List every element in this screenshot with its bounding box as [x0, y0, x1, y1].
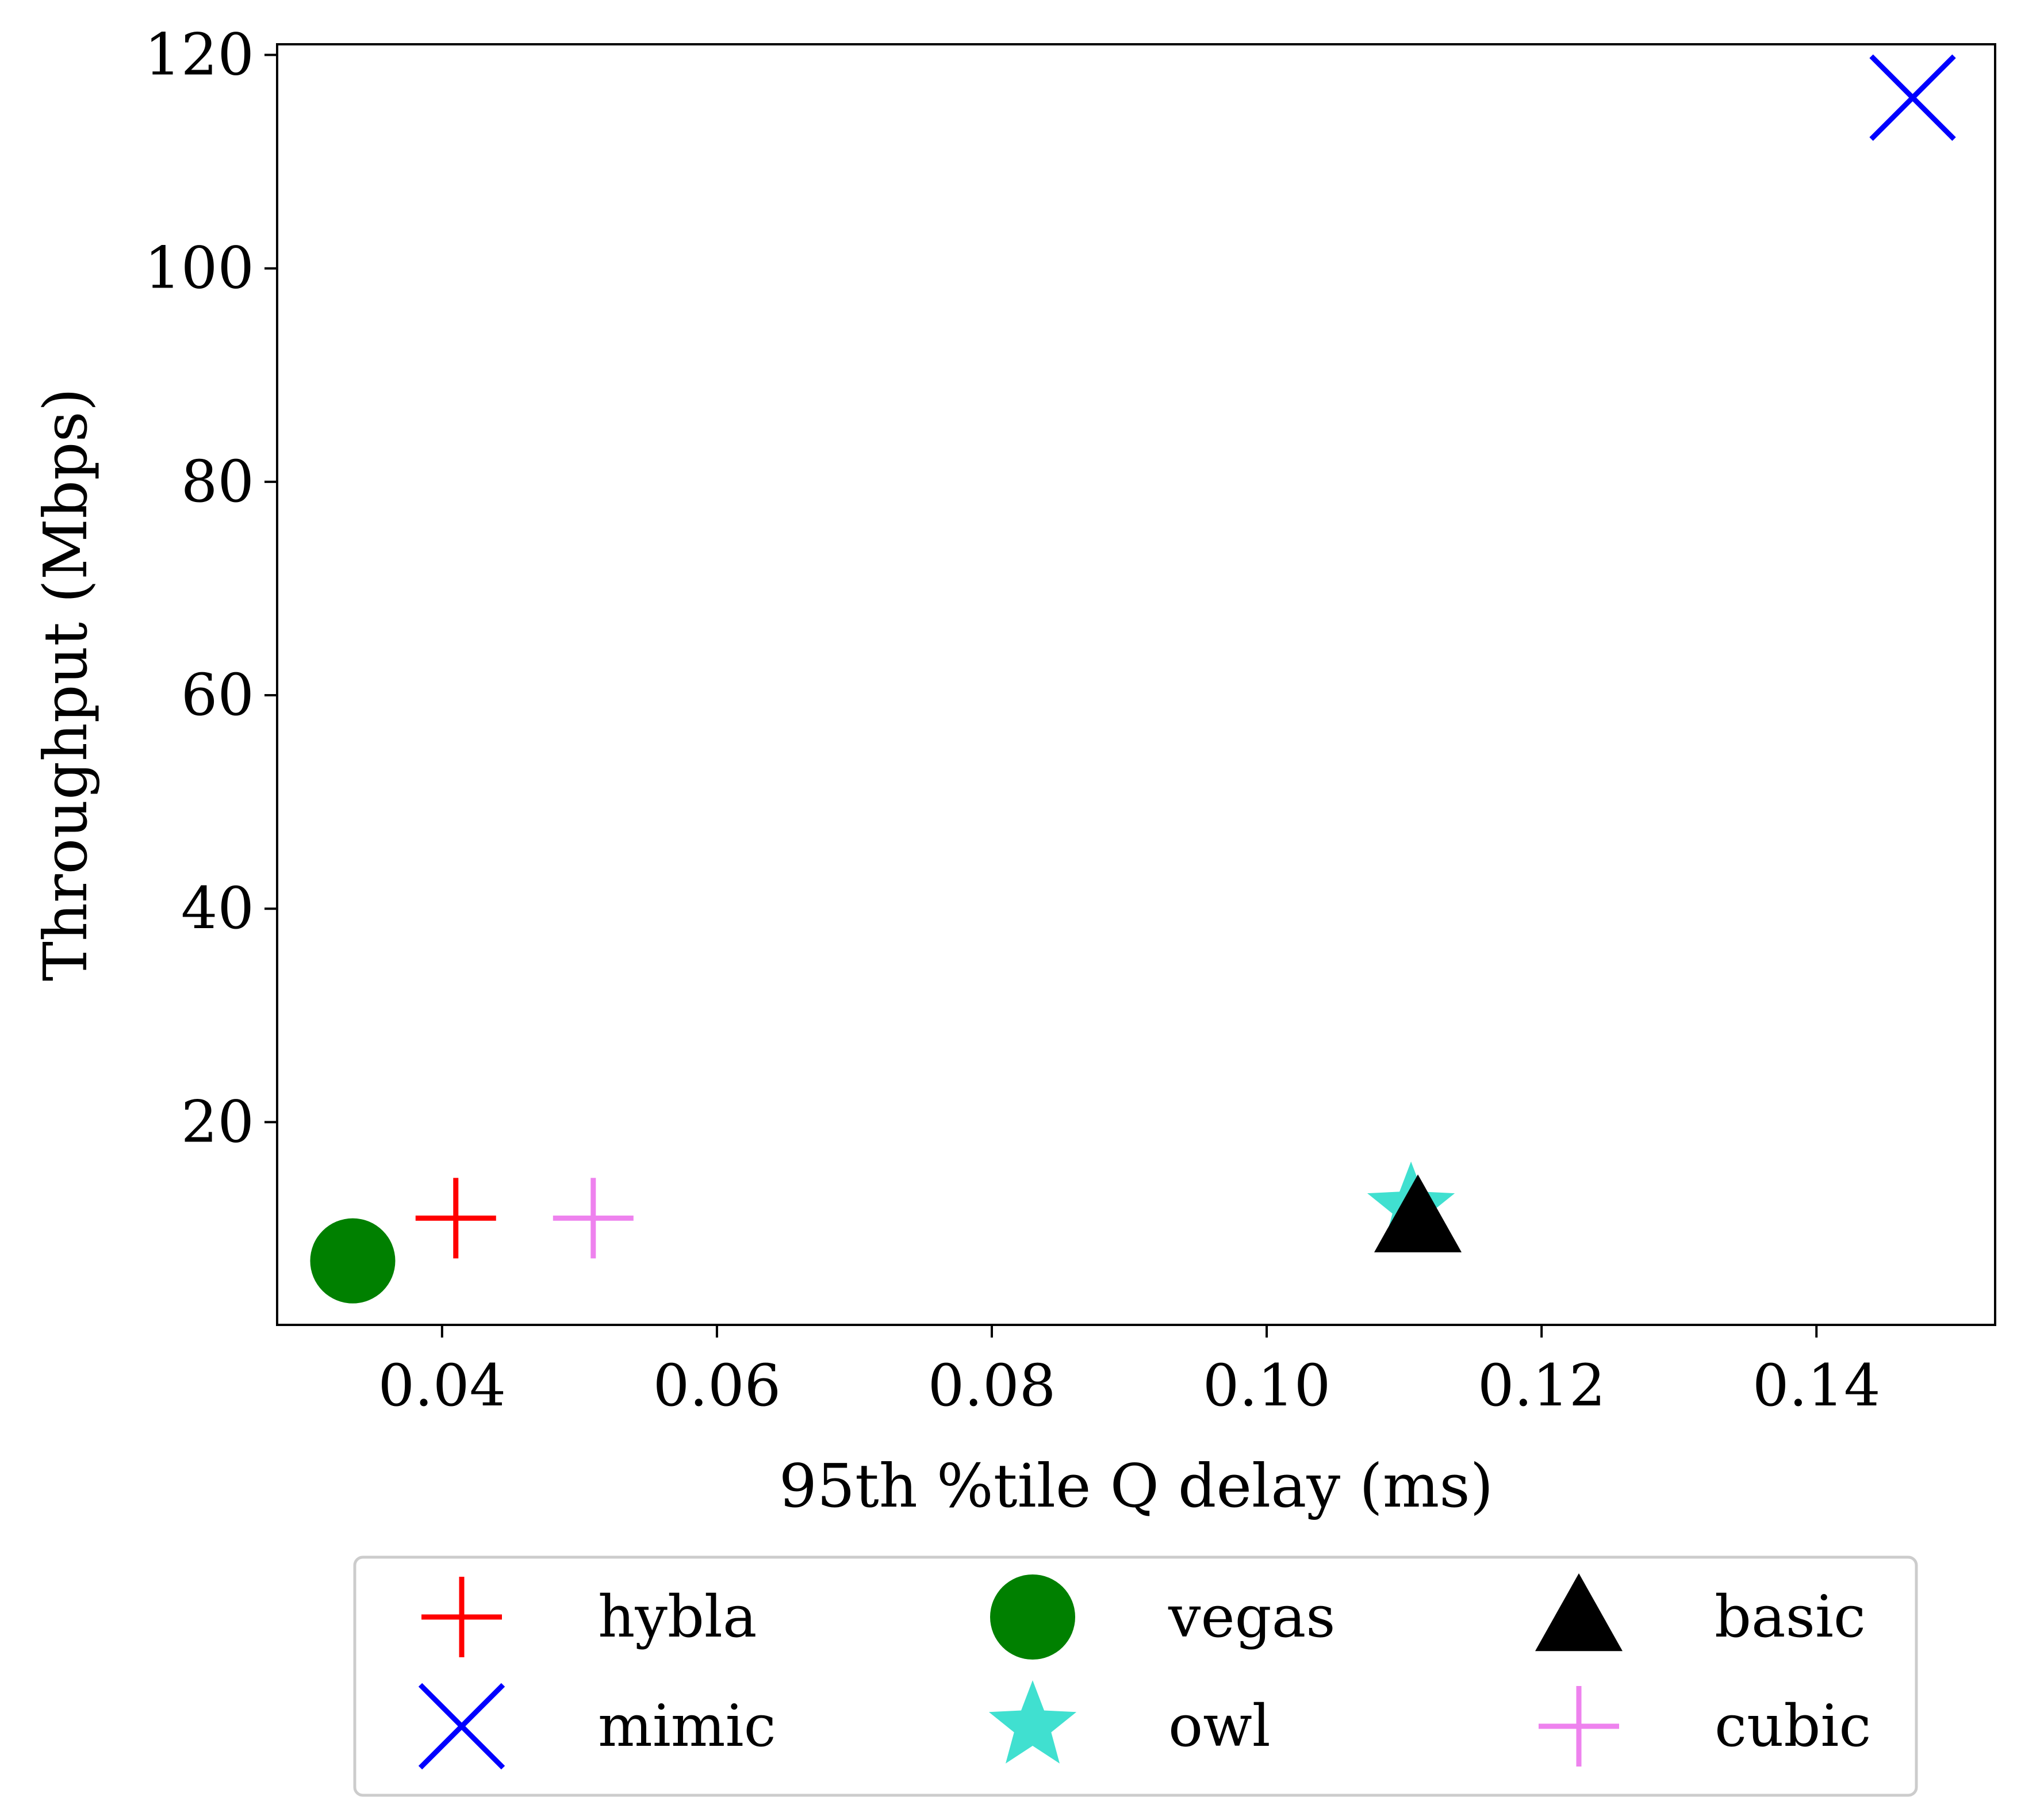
x-tick-label: 0.10 [1203, 1352, 1331, 1419]
legend-label-mimic: mimic [598, 1692, 776, 1760]
legend-entry-cubic: cubic [1539, 1686, 1871, 1767]
legend-entry-vegas: vegas [990, 1574, 1336, 1660]
data-points [310, 54, 1956, 1304]
point-basic-shape [1374, 1174, 1462, 1252]
legend-glyph-vegas [990, 1574, 1075, 1660]
x-axis: 0.04 0.06 0.08 0.10 0.12 0.14 [378, 1325, 1881, 1419]
legend-glyph-cubic [1539, 1686, 1619, 1767]
y-axis-label: Throughput (Mbps) [30, 388, 101, 982]
legend-label-vegas: vegas [1168, 1583, 1336, 1650]
point-mimic-d2 [1869, 54, 1956, 141]
x-tick-label: 0.14 [1752, 1352, 1881, 1419]
y-tick-label: 80 [181, 448, 254, 515]
y-tick-label: 120 [144, 21, 254, 89]
plot-area-frame [276, 43, 1996, 1326]
legend-marker-hybla [421, 1577, 502, 1657]
legend-entry-owl: owl [988, 1680, 1271, 1764]
legend-glyph-vegas-shape [990, 1574, 1075, 1660]
legend-marker-vegas [990, 1574, 1075, 1660]
legend-marker-cubic [1539, 1686, 1619, 1767]
point-vegas [310, 1218, 396, 1304]
legend-label-cubic: cubic [1715, 1692, 1871, 1760]
legend-marker-basic [1535, 1573, 1623, 1652]
legend-label-basic: basic [1715, 1583, 1866, 1650]
legend-glyph-owl [988, 1680, 1077, 1764]
legend-glyph-basic-shape [1535, 1573, 1623, 1652]
legend-entry-hybla: hybla [421, 1577, 757, 1657]
legend-entry-mimic: mimic [418, 1683, 776, 1770]
legend-label-owl: owl [1168, 1692, 1271, 1760]
y-tick-label: 100 [144, 235, 254, 302]
y-axis: 20 40 60 80 100 120 [144, 21, 277, 1155]
y-tick-label: 60 [181, 661, 254, 729]
x-axis-label: 95th %tile Q delay (ms) [779, 1451, 1494, 1521]
legend-marker-mimic [418, 1683, 505, 1770]
x-tick-label: 0.08 [928, 1352, 1056, 1419]
y-tick-label: 20 [181, 1088, 254, 1155]
legend-label-hybla: hybla [598, 1583, 757, 1650]
legend-glyph-owl-shape [988, 1680, 1077, 1764]
point-mimic [1869, 54, 1956, 141]
legend-frame [353, 1555, 1918, 1797]
legend-marker-owl [988, 1680, 1077, 1764]
legend-entry-basic: basic [1535, 1573, 1866, 1652]
x-tick-label: 0.06 [653, 1352, 781, 1419]
x-tick-label: 0.04 [378, 1352, 507, 1419]
point-vegas-shape [310, 1218, 396, 1304]
point-basic [1374, 1174, 1462, 1252]
y-tick-label: 40 [181, 875, 254, 942]
legend: hybla mimic vegas owl basic cubic [353, 1555, 1918, 1797]
legend-glyph-mimic [418, 1683, 505, 1770]
legend-glyph-hybla [421, 1577, 502, 1657]
legend-glyph-basic [1535, 1573, 1623, 1652]
legend-glyph-mimic-d2 [418, 1683, 505, 1770]
point-cubic [553, 1178, 634, 1259]
x-tick-label: 0.12 [1478, 1352, 1606, 1419]
point-hybla [415, 1178, 496, 1259]
